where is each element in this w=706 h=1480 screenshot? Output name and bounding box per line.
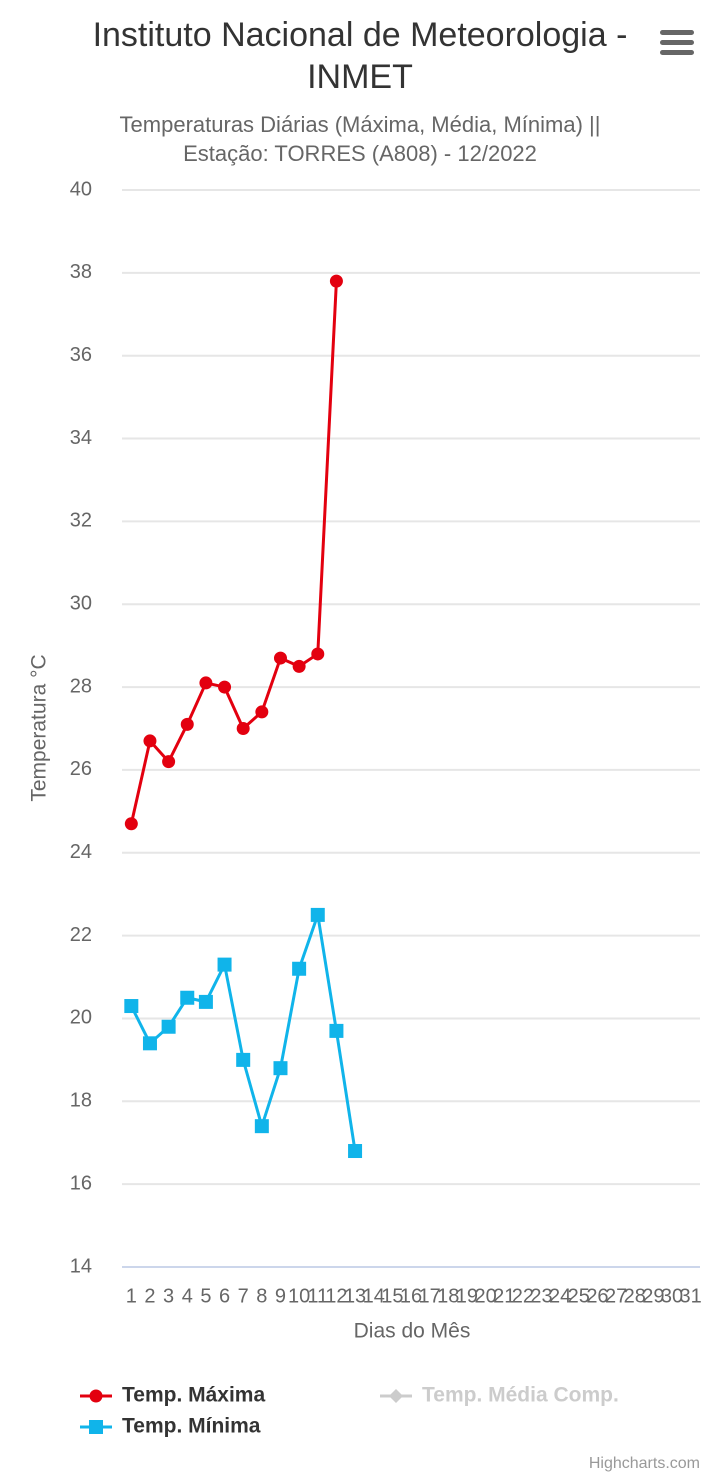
point-marker (180, 990, 195, 1005)
point-marker (310, 907, 325, 922)
point-marker (142, 1036, 157, 1051)
x-tick-label: 4 (182, 1285, 193, 1307)
x-tick-label: 12 (325, 1285, 347, 1307)
x-tick-label: 27 (605, 1285, 627, 1307)
x-axis-title: Dias do Mês (354, 1320, 471, 1343)
y-tick-label: 30 (70, 593, 92, 615)
point-marker (329, 274, 343, 288)
point-marker (143, 734, 157, 748)
point-marker (198, 994, 213, 1009)
x-tick-label: 18 (437, 1285, 459, 1307)
x-tick-label: 6 (219, 1285, 230, 1307)
x-tick-label: 16 (400, 1285, 422, 1307)
x-tick-label: 25 (568, 1285, 590, 1307)
x-tick-label: 28 (624, 1285, 646, 1307)
x-tick-label: 21 (493, 1285, 515, 1307)
point-marker (273, 1061, 288, 1076)
x-tick-label: 11 (307, 1285, 328, 1307)
x-tick-label: 5 (200, 1285, 211, 1307)
point-marker (329, 1023, 344, 1038)
x-tick-label: 2 (144, 1285, 155, 1307)
x-tick-label: 1 (126, 1285, 137, 1307)
x-tick-label: 29 (642, 1285, 664, 1307)
point-marker (254, 1119, 269, 1134)
point-marker (273, 651, 287, 665)
y-tick-label: 14 (70, 1255, 92, 1277)
point-marker (348, 1144, 363, 1159)
point-marker (124, 817, 138, 831)
point-marker (124, 999, 139, 1014)
x-tick-label: 20 (474, 1285, 496, 1307)
chart-subtitle: Temperaturas Diárias (Máxima, Média, Mín… (119, 112, 601, 166)
x-tick-label: 14 (363, 1285, 385, 1307)
legend-item[interactable]: Temp. Máxima (80, 1384, 265, 1407)
point-marker (292, 659, 306, 673)
legend-symbol (389, 1389, 403, 1403)
menu-bar (660, 50, 694, 55)
point-marker (161, 1019, 176, 1034)
y-tick-label: 16 (70, 1172, 92, 1194)
menu-button[interactable] (660, 30, 694, 55)
point-marker (180, 717, 194, 731)
y-tick-label: 36 (70, 344, 92, 366)
x-tick-label: 13 (344, 1285, 366, 1307)
point-marker (217, 957, 232, 972)
credits[interactable]: Highcharts.com (589, 1455, 700, 1472)
x-tick-label: 19 (456, 1285, 478, 1307)
menu-bar (660, 40, 694, 45)
legend-symbol (89, 1389, 103, 1403)
point-marker (199, 676, 213, 690)
x-tick-label: 23 (530, 1285, 552, 1307)
x-tick-label: 7 (238, 1285, 249, 1307)
point-marker (236, 722, 250, 735)
point-marker (236, 1052, 251, 1067)
menu-bar (660, 30, 694, 35)
x-tick-label: 22 (512, 1285, 534, 1307)
y-tick-label: 24 (70, 841, 92, 863)
y-tick-label: 34 (70, 427, 92, 449)
x-tick-label: 10 (288, 1285, 310, 1307)
point-marker (255, 705, 269, 719)
x-tick-label: 15 (381, 1285, 403, 1307)
x-tick-label: 24 (549, 1285, 571, 1307)
x-tick-label: 30 (661, 1285, 683, 1307)
x-tick-label: 26 (586, 1285, 608, 1307)
point-marker (292, 961, 307, 976)
x-tick-label: 17 (419, 1285, 441, 1307)
y-tick-label: 26 (70, 758, 92, 780)
y-tick-label: 38 (70, 261, 92, 283)
y-tick-label: 32 (70, 510, 92, 532)
legend-label: Temp. Mínima (122, 1415, 261, 1438)
series-line (129, 281, 338, 825)
chart-title: Instituto Nacional de Meteorologia - INM… (92, 16, 628, 96)
point-marker (162, 755, 176, 769)
legend-symbol (89, 1420, 103, 1434)
y-axis-title: Temperatura °C (28, 654, 51, 801)
y-tick-label: 20 (70, 1007, 92, 1029)
x-tick-label: 31 (680, 1285, 702, 1307)
y-tick-label: 18 (70, 1090, 92, 1112)
y-tick-label: 40 (70, 178, 92, 200)
y-tick-label: 28 (70, 675, 92, 697)
x-tick-label: 9 (275, 1285, 286, 1307)
legend-label: Temp. Média Comp. (422, 1384, 619, 1407)
legend-item[interactable]: Temp. Média Comp. (380, 1384, 619, 1407)
y-tick-label: 22 (70, 924, 92, 946)
point-marker (311, 647, 325, 661)
point-marker (218, 680, 232, 694)
legend-label: Temp. Máxima (122, 1384, 265, 1407)
legend-item[interactable]: Temp. Mínima (80, 1415, 261, 1438)
x-tick-label: 8 (256, 1285, 267, 1307)
x-tick-label: 3 (163, 1285, 174, 1307)
